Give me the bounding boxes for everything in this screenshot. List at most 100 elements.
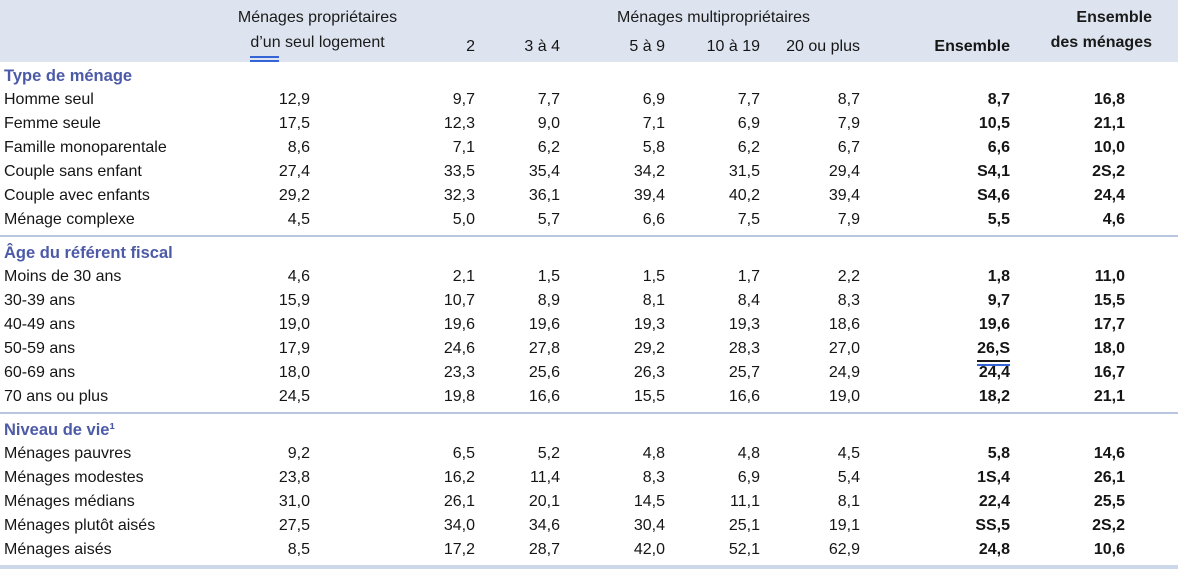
cell-value: 23,8 — [278, 469, 310, 486]
cell-value: 62,9 — [828, 541, 860, 558]
row-label: Femme seule — [4, 115, 101, 132]
cell-value: 6,7 — [837, 139, 860, 156]
cell-value: 9,0 — [537, 115, 560, 132]
cell-value: 25,6 — [528, 364, 560, 381]
subheader-5-9: 5 à 9 — [629, 38, 665, 55]
cell: 5,0 — [310, 208, 475, 232]
subheader-spacer — [1010, 38, 1178, 56]
cell-value: 5,7 — [537, 211, 560, 228]
cell: 27,8 — [475, 337, 560, 361]
cell: 11,0 — [1010, 265, 1178, 289]
cell-value: 15,5 — [633, 388, 665, 405]
cell: 2S,2 — [1010, 514, 1178, 538]
table-row: Ménages pauvres 9,2 6,5 5,2 4,8 4,8 4,5 5,8 14,6 — [0, 442, 1178, 466]
cell: 25,1 — [665, 514, 760, 538]
cell-value: 12,3 — [443, 115, 475, 132]
section-title: Type de ménage — [4, 67, 133, 85]
cell: 9,2 — [210, 442, 310, 466]
cell-value: 27,8 — [528, 340, 560, 357]
cell-value: 26,1 — [1093, 469, 1125, 486]
cell-value: 34,6 — [528, 517, 560, 534]
cell: 1,7 — [665, 265, 760, 289]
cell: 23,3 — [310, 361, 475, 385]
cell: 10,6 — [1010, 538, 1178, 562]
cell: 36,1 — [475, 184, 560, 208]
cell-value: 24,4 — [978, 364, 1010, 381]
cell: 14,6 — [1010, 442, 1178, 466]
cell: S4,6 — [860, 184, 1010, 208]
cell: 24,8 — [860, 538, 1010, 562]
table-row: Couple avec enfants 29,2 32,3 36,1 39,4 40,2 3… — [0, 184, 1178, 208]
cell: 25,6 — [475, 361, 560, 385]
table-row: Famille monoparentale 8,6 7,1 6,2 5,8 6,2 6,7 6… — [0, 136, 1178, 160]
cell-value: 19,6 — [978, 316, 1010, 333]
cell-value: 35,4 — [528, 163, 560, 180]
section-title: Niveau de vie¹ — [4, 421, 115, 439]
cell: 8,1 — [560, 289, 665, 313]
underlined-word: d’un — [250, 30, 281, 62]
cell: 8,6 — [210, 136, 310, 160]
cell: 17,7 — [1010, 313, 1178, 337]
cell: 39,4 — [560, 184, 665, 208]
cell: 6,9 — [665, 112, 760, 136]
cell: 22,4 — [860, 490, 1010, 514]
row-label: Moins de 30 ans — [4, 268, 122, 285]
cell: 15,5 — [1010, 289, 1178, 313]
subheader-ensemble: Ensemble — [934, 38, 1010, 55]
cell: 11,4 — [475, 466, 560, 490]
subheader-spacer — [210, 38, 310, 56]
cell-value: 26,3 — [633, 364, 665, 381]
row-label: Ménage complexe — [4, 211, 135, 228]
row-label: 30-39 ans — [4, 292, 76, 309]
cell: 30,4 — [560, 514, 665, 538]
cell: 18,0 — [1010, 337, 1178, 361]
cell-value: 36,1 — [528, 187, 560, 204]
cell-value: 6,2 — [737, 139, 760, 156]
cell: 29,2 — [210, 184, 310, 208]
cell: 24,5 — [210, 385, 310, 409]
cell-value: 6,6 — [642, 211, 665, 228]
cell-value: 27,5 — [278, 517, 310, 534]
cell: 16,7 — [1010, 361, 1178, 385]
cell: 16,2 — [310, 466, 475, 490]
row-label: Ménages médians — [4, 493, 135, 510]
cell-value: 29,4 — [828, 163, 860, 180]
single-owner-line2: d’un seul logement — [205, 30, 430, 62]
cell-value: 18,2 — [978, 388, 1010, 405]
cell: 29,2 — [560, 337, 665, 361]
cell-value: 29,2 — [278, 187, 310, 204]
cell: 4,6 — [1010, 208, 1178, 232]
cell-value: 19,8 — [443, 388, 475, 405]
cell-value: 10,5 — [978, 115, 1010, 132]
cell-value: 24,6 — [443, 340, 475, 357]
cell: 19,6 — [310, 313, 475, 337]
cell-value: 5,8 — [987, 445, 1010, 462]
cell: 7,5 — [665, 208, 760, 232]
cell: 1,8 — [860, 265, 1010, 289]
cell: 5,7 — [475, 208, 560, 232]
cell-value: 22,4 — [978, 493, 1010, 510]
all-households-line1: Ensemble — [1076, 9, 1152, 26]
cell: 15,5 — [560, 385, 665, 409]
cell: 19,0 — [210, 313, 310, 337]
section-divider — [0, 412, 1178, 414]
cell: 6,6 — [860, 136, 1010, 160]
cell-value: 7,5 — [737, 211, 760, 228]
cell: 27,4 — [210, 160, 310, 184]
cell: 21,1 — [1010, 112, 1178, 136]
cell-value: 4,5 — [837, 445, 860, 462]
cell: 24,4 — [1010, 184, 1178, 208]
table-row: Femme seule 17,5 12,3 9,0 7,1 6,9 7,9 10,5 21,1 — [0, 112, 1178, 136]
cell: 26,1 — [1010, 466, 1178, 490]
cell-value: 17,7 — [1093, 316, 1125, 333]
cell: 16,8 — [1010, 88, 1178, 112]
cell-value: 10,6 — [1093, 541, 1125, 558]
cell: 26,S — [860, 337, 1010, 366]
cell-value: 42,0 — [633, 541, 665, 558]
cell-value: 5,2 — [537, 445, 560, 462]
cell-value: 6,9 — [642, 91, 665, 108]
table-row: 40-49 ans 19,0 19,6 19,6 19,3 19,3 18,6 19,6 17,… — [0, 313, 1178, 337]
cell-value: 21,1 — [1093, 388, 1125, 405]
cell-value: 52,1 — [728, 541, 760, 558]
